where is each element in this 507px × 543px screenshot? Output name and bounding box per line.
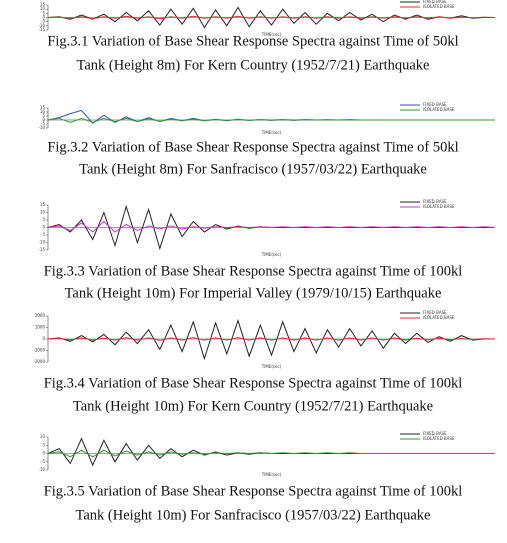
x-axis-label: TIME(sec)	[261, 130, 282, 135]
y-tick-label: 1000	[35, 325, 46, 330]
data-line	[47, 6, 495, 29]
caption-line: Tank (Height 8m) For Sanfracisco (1957/0…	[79, 161, 427, 177]
y-tick-label: 0	[42, 117, 45, 122]
x-axis-label: TIME(sec)	[261, 32, 282, 37]
legend-label: ISOLATED BASE	[423, 4, 455, 9]
y-tick-label: -1000	[33, 348, 45, 353]
y-tick-label: 5	[42, 217, 45, 222]
y-tick-label: -5	[41, 19, 45, 24]
y-tick-label: 0	[42, 225, 45, 230]
caption-line: Tank (Height 8m) For Kern Country (1952/…	[77, 57, 430, 73]
y-tick-label: 5	[42, 10, 45, 15]
y-tick-label: -5	[41, 459, 45, 464]
y-tick-label: 5	[42, 442, 45, 447]
caption-line: Fig.3.3 Variation of Base Shear Response…	[44, 263, 463, 279]
legend-label: ISOLATED BASE	[423, 107, 455, 112]
y-tick-label: -5	[41, 121, 45, 126]
y-tick-label: 5	[42, 113, 45, 118]
data-line	[47, 220, 496, 233]
legend-label: FIXED BASE	[423, 0, 447, 4]
y-tick-label: 2000	[35, 313, 46, 318]
data-line	[47, 337, 496, 341]
y-tick-label: -5	[41, 232, 45, 237]
data-line	[47, 15, 496, 20]
y-tick-label: -2000	[33, 359, 45, 364]
y-tick-label: 15	[40, 105, 46, 110]
legend-label: ISOLATED BASE	[423, 315, 455, 320]
caption-line: Tank (Height 10m) For Imperial Valley (1…	[65, 285, 442, 301]
y-tick-label: 0	[42, 15, 45, 20]
y-tick-label: 10	[40, 109, 46, 114]
y-tick-label: 0	[42, 336, 45, 341]
y-tick-label: -15	[38, 27, 45, 32]
y-tick-label: 10	[40, 6, 46, 11]
y-tick-label: -15	[38, 247, 45, 252]
data-line	[47, 318, 495, 361]
data-line	[47, 449, 495, 458]
y-tick-label: 0	[42, 451, 45, 456]
y-tick-label: -10	[38, 240, 45, 245]
legend-label: FIXED BASE	[423, 199, 447, 204]
legend-label: FIXED BASE	[423, 102, 447, 107]
caption-line: Fig.3.5 Variation of Base Shear Response…	[44, 483, 463, 499]
y-tick-label: 10	[40, 210, 46, 215]
x-axis-label: TIME(sec)	[261, 252, 282, 257]
legend-label: ISOLATED BASE	[423, 204, 455, 209]
y-tick-label: 15	[40, 2, 46, 7]
legend-label: FIXED BASE	[423, 310, 447, 315]
y-tick-label: -10	[38, 125, 45, 130]
y-tick-label: 15	[40, 202, 46, 207]
caption-line: Fig.3.2 Variation of Base Shear Response…	[47, 139, 458, 155]
caption-line: Tank (Height 10m) For Kern Country (1952…	[73, 398, 433, 414]
legend-label: ISOLATED BASE	[423, 436, 455, 441]
y-tick-label: 10	[40, 434, 46, 439]
caption-line: Fig.3.4 Variation of Base Shear Response…	[44, 375, 463, 391]
y-tick-label: -10	[38, 467, 45, 472]
data-line	[47, 117, 495, 123]
legend-label: FIXED BASE	[423, 431, 447, 436]
y-tick-label: -10	[38, 23, 45, 28]
x-axis-label: TIME(sec)	[261, 472, 282, 477]
caption-line: Tank (Height 10m) For Sanfracisco (1957/…	[76, 507, 431, 523]
data-line	[47, 437, 495, 467]
x-axis-label: TIME(sec)	[261, 364, 282, 369]
caption-line: Fig.3.1 Variation of Base Shear Response…	[47, 33, 458, 49]
